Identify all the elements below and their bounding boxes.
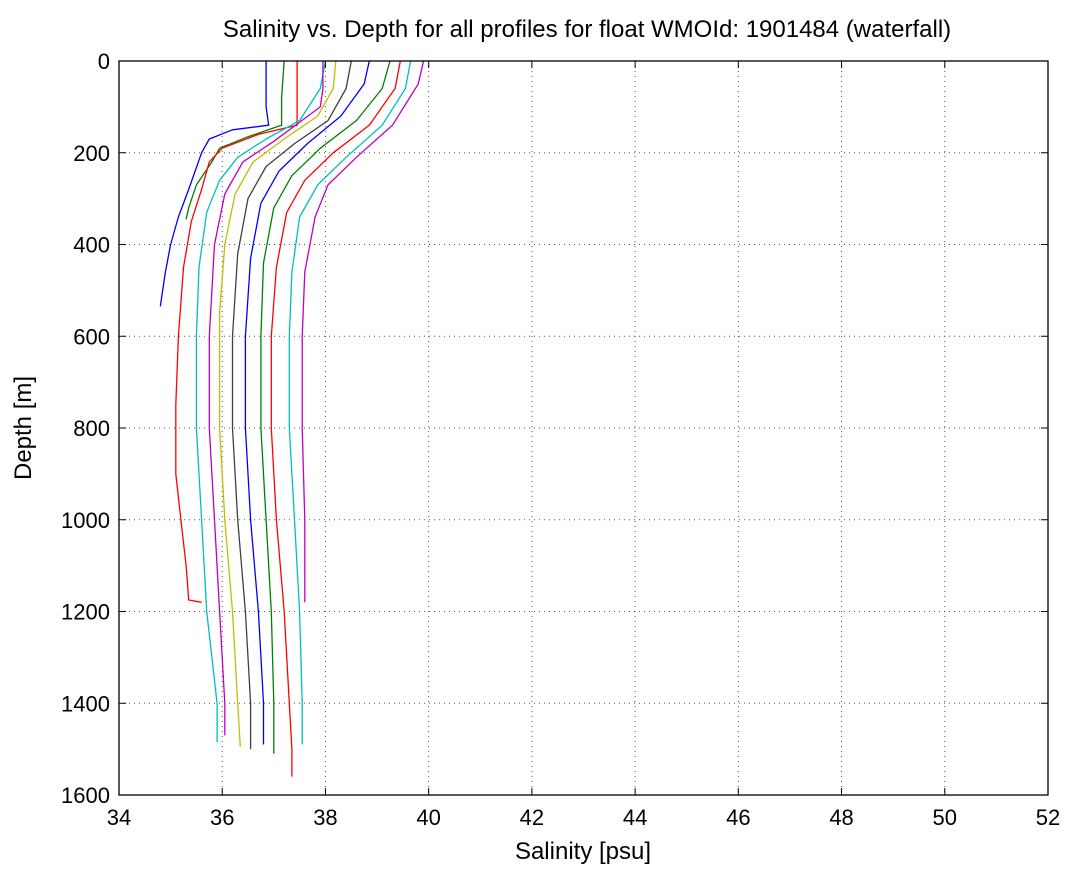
- profile-line-10: [270, 60, 401, 777]
- chart-title: Salinity vs. Depth for all profiles for …: [223, 16, 951, 43]
- y-tick-label: 800: [73, 416, 110, 441]
- x-tick-label: 52: [1036, 805, 1060, 830]
- profile-line-2: [185, 60, 285, 220]
- x-tick-label: 38: [313, 805, 337, 830]
- profile-line-12: [301, 60, 425, 603]
- y-tick-label: 0: [98, 49, 110, 74]
- y-tick-label: 1200: [61, 600, 110, 625]
- series-layer: [159, 60, 425, 777]
- x-tick-label: 34: [107, 805, 131, 830]
- plot-frame: [118, 60, 1049, 796]
- profile-line-6: [218, 60, 337, 747]
- y-tick-label: 1400: [61, 691, 110, 716]
- x-tick-label: 48: [829, 805, 853, 830]
- y-tick-label: 200: [73, 141, 110, 166]
- x-tick-labels: 34 36 38 40 42 44 46 48 50 52: [107, 805, 1060, 830]
- profile-line-7: [231, 60, 352, 750]
- profile-line-5: [208, 61, 324, 736]
- profile-line-11: [288, 60, 412, 745]
- profile-line-3: [175, 61, 298, 603]
- x-tick-label: 42: [520, 805, 544, 830]
- x-tick-label: 36: [210, 805, 234, 830]
- y-tick-label: 400: [73, 233, 110, 258]
- y-tick-labels: 0 200 400 600 800 1000 1200 1400 1600: [61, 49, 110, 808]
- profile-line-1: [159, 61, 270, 307]
- ticks: [118, 60, 1049, 796]
- profile-line-9: [260, 60, 391, 754]
- x-tick-label: 44: [623, 805, 647, 830]
- x-tick-label: 40: [416, 805, 440, 830]
- y-tick-label: 1000: [61, 508, 110, 533]
- x-axis-label: Salinity [psu]: [515, 838, 651, 865]
- y-tick-label: 600: [73, 324, 110, 349]
- profile-line-8: [244, 60, 370, 745]
- x-tick-label: 46: [726, 805, 750, 830]
- x-tick-label: 50: [933, 805, 957, 830]
- y-tick-label: 1600: [61, 783, 110, 808]
- profile-line-4: [195, 60, 327, 743]
- y-axis-label: Depth [m]: [10, 376, 37, 480]
- grid: [119, 61, 1048, 795]
